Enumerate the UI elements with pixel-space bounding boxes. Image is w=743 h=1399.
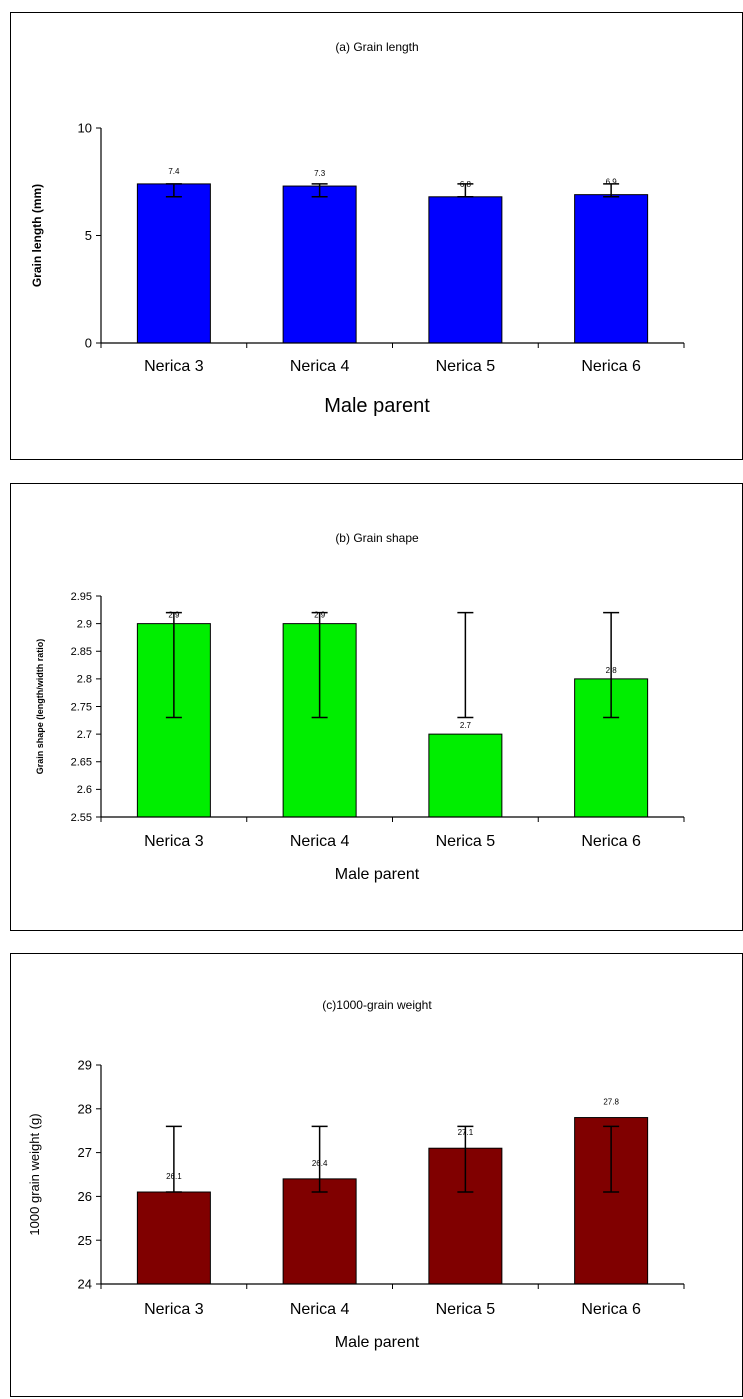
data-label: 27.1	[458, 1128, 474, 1137]
grain-weight-chart: (c)1000-grain weight 26.1 Nerica 3 26.4 Neri…	[27, 998, 685, 1351]
y-tick-label: 28	[78, 1101, 92, 1116]
data-label: 7.3	[314, 169, 326, 178]
y-tick-label: 29	[78, 1058, 92, 1073]
y-tick-label: 5	[85, 228, 92, 243]
y-tick-label: 2.8	[77, 674, 92, 686]
chart-panel-grain-length: (a) Grain length 7.4 Nerica 3 7.3 Nerica 4 6.…	[10, 12, 743, 460]
bar-nerica-6	[574, 194, 649, 344]
x-tick-label: Nerica 6	[581, 358, 641, 375]
bar-nerica-3	[136, 1191, 211, 1285]
x-tick-label: Nerica 6	[581, 833, 641, 850]
x-tick-label: Nerica 4	[290, 358, 350, 375]
y-tick-label: 26	[78, 1189, 92, 1204]
data-label: 2.7	[460, 721, 472, 730]
y-tick-label: 10	[78, 121, 92, 136]
y-tick-label: 2.55	[71, 812, 92, 824]
data-label: 26.4	[312, 1159, 328, 1168]
y-tick-label: 2.6	[77, 784, 92, 796]
y-tick-label: 0	[85, 336, 92, 351]
x-tick-label: Nerica 5	[436, 1301, 496, 1318]
x-tick-label: Nerica 5	[436, 833, 496, 850]
bar-nerica-5	[428, 196, 503, 344]
x-tick-label: Nerica 3	[144, 1301, 204, 1318]
y-tick-label: 2.9	[77, 618, 92, 630]
bar-nerica-5	[428, 733, 503, 818]
bar-nerica-4	[282, 1178, 357, 1285]
y-tick-label: 2.65	[71, 757, 92, 769]
data-label: 27.8	[603, 1098, 619, 1107]
data-label: 2.8	[606, 666, 618, 675]
y-axis-label: 1000 grain weight (g)	[27, 1113, 42, 1235]
x-tick-label: Nerica 6	[581, 1301, 641, 1318]
data-label: 7.4	[168, 167, 180, 176]
chart-title: (c)1000-grain weight	[322, 998, 432, 1012]
chart-panel-grain-shape: (b) Grain shape 2.9 Nerica 3 2.9 Nerica 4 2.7…	[10, 483, 743, 931]
grain-length-chart: (a) Grain length 7.4 Nerica 3 7.3 Nerica 4 6.…	[30, 40, 685, 417]
bar-nerica-4	[282, 185, 357, 344]
data-label: 26.1	[166, 1172, 182, 1181]
data-label: 2.9	[314, 611, 326, 620]
y-axis-label: Grain shape (length/width ratio)	[35, 639, 45, 775]
x-tick-label: Nerica 4	[290, 833, 350, 850]
data-label: 6.8	[460, 180, 472, 189]
chart-title: (a) Grain length	[335, 40, 418, 54]
y-tick-label: 2.95	[71, 591, 92, 603]
x-tick-label: Nerica 5	[436, 358, 496, 375]
x-axis-label: Male parent	[335, 866, 420, 883]
y-tick-label: 2.7	[77, 729, 92, 741]
y-axis-label: Grain length (mm)	[30, 184, 44, 287]
chart-panel-grain-weight: (c)1000-grain weight 26.1 Nerica 3 26.4 Neri…	[10, 953, 743, 1397]
x-axis-label: Male parent	[324, 395, 430, 417]
x-tick-label: Nerica 4	[290, 1301, 350, 1318]
data-label: 2.9	[168, 611, 180, 620]
data-label: 6.9	[606, 178, 618, 187]
bar-nerica-3	[136, 183, 211, 344]
grain-shape-chart: (b) Grain shape 2.9 Nerica 3 2.9 Nerica 4 2.7…	[35, 531, 685, 883]
y-tick-label: 2.85	[71, 646, 92, 658]
y-tick-label: 25	[78, 1233, 92, 1248]
x-tick-label: Nerica 3	[144, 833, 204, 850]
y-tick-label: 24	[78, 1277, 92, 1292]
x-tick-label: Nerica 3	[144, 358, 204, 375]
y-tick-label: 27	[78, 1145, 92, 1160]
chart-title: (b) Grain shape	[335, 531, 419, 545]
x-axis-label: Male parent	[335, 1334, 420, 1351]
y-tick-label: 2.75	[71, 701, 92, 713]
